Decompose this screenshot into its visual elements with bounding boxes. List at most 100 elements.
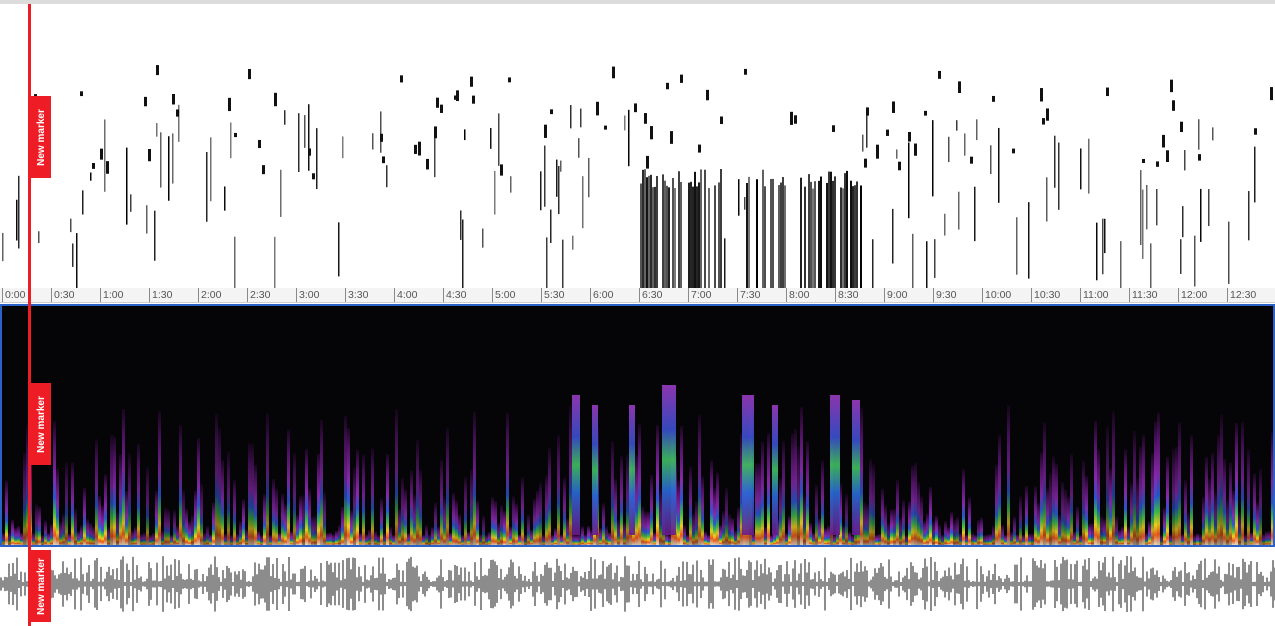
waveform-sample xyxy=(1020,557,1022,611)
waveform-sample xyxy=(816,581,818,587)
spectro-column xyxy=(167,509,170,545)
time-ruler[interactable]: 0:00 0:30 1:00 1:30 2:00 2:30 3:00 3:30 4:00 4:30… xyxy=(0,288,1275,303)
waveform-sample xyxy=(16,557,18,611)
pitch-trace xyxy=(1200,188,1202,242)
waveform-sample xyxy=(1116,581,1118,587)
waveform-sample xyxy=(980,566,982,602)
spectro-column xyxy=(1205,456,1208,545)
waveform-sample xyxy=(1016,564,1018,604)
waveform-sample xyxy=(876,572,878,596)
playhead-marker-line[interactable] xyxy=(28,4,31,626)
waveform-sample xyxy=(196,568,198,600)
waveform-sample xyxy=(768,567,770,601)
waveform-sample xyxy=(916,572,918,596)
waveform-sample xyxy=(240,579,242,589)
time-tick: 1:30 xyxy=(149,288,172,302)
pitch-blob xyxy=(274,92,277,107)
waveform-sample xyxy=(612,579,614,589)
spectro-column xyxy=(407,532,410,545)
waveform-sample xyxy=(456,565,458,603)
waveform-sample xyxy=(266,557,268,611)
spectro-column xyxy=(833,534,836,545)
spectro-column xyxy=(650,475,653,545)
waveform-sample xyxy=(738,557,740,611)
waveform-sample xyxy=(10,576,12,592)
waveform-sample xyxy=(106,571,108,597)
waveform-sample xyxy=(1138,577,1140,591)
pitch-blob xyxy=(1162,134,1165,148)
spectro-column xyxy=(767,433,770,545)
marker-flag[interactable]: New marker xyxy=(31,96,51,178)
waveform-sample xyxy=(1254,581,1256,587)
spectro-column xyxy=(803,496,806,545)
waveform-sample xyxy=(1066,559,1068,609)
marker-flag[interactable]: New marker xyxy=(31,383,51,465)
spectro-column xyxy=(515,503,518,545)
waveform-sample xyxy=(808,562,810,606)
waveform-sample xyxy=(1174,567,1176,601)
waveform-sample xyxy=(96,557,98,611)
pitch-trace xyxy=(650,174,652,288)
waveform-sample xyxy=(516,578,518,590)
spectro-column xyxy=(1175,446,1178,545)
spectro-column xyxy=(920,496,923,545)
pitch-trace xyxy=(2,232,4,262)
waveform-sample xyxy=(278,578,280,590)
spectro-column xyxy=(302,495,305,545)
spectro-column xyxy=(32,532,35,545)
waveform-sample xyxy=(1050,580,1052,588)
time-tick: 6:30 xyxy=(639,288,662,302)
waveform-sample xyxy=(1202,579,1204,589)
waveform-sample xyxy=(854,571,856,597)
marker-flag[interactable]: New marker xyxy=(31,550,51,622)
waveform-sample xyxy=(684,580,686,588)
waveform-panel[interactable] xyxy=(0,548,1275,626)
spectro-column xyxy=(314,515,317,545)
spectro-column xyxy=(542,534,545,545)
waveform-sample xyxy=(660,560,662,608)
waveform-sample xyxy=(320,562,322,606)
marker-label: New marker xyxy=(35,108,47,166)
waveform-sample xyxy=(1190,580,1192,588)
time-tick: 1:00 xyxy=(100,288,123,302)
waveform-sample xyxy=(556,558,558,610)
waveform-sample xyxy=(234,571,236,597)
spectro-column xyxy=(11,519,14,545)
waveform-sample xyxy=(1240,579,1242,589)
pitch-blob xyxy=(308,148,311,156)
waveform-sample xyxy=(496,565,498,603)
spectro-column xyxy=(92,526,95,545)
waveform-sample xyxy=(626,565,628,603)
pitch-blob xyxy=(100,148,103,160)
pitch-blob xyxy=(1042,118,1045,125)
pitch-trace xyxy=(652,187,654,288)
waveform-sample xyxy=(1030,581,1032,587)
waveform-sample xyxy=(1162,575,1164,593)
pitch-trace xyxy=(668,187,670,288)
waveform-sample xyxy=(638,560,640,608)
spectro-column xyxy=(401,478,404,545)
waveform-sample xyxy=(1018,581,1020,587)
waveform-sample xyxy=(466,581,468,587)
pitch-blob xyxy=(612,66,615,79)
waveform-sample xyxy=(112,569,114,599)
pitch-trace xyxy=(1194,235,1196,287)
pitch-trace xyxy=(834,176,836,288)
pitch-blob xyxy=(646,155,649,169)
spectro-column xyxy=(125,491,128,545)
pitch-trace xyxy=(1180,239,1182,274)
waveform-sample xyxy=(542,575,544,593)
waveform-sample xyxy=(860,560,862,608)
waveform-sample xyxy=(666,581,668,587)
pitch-track-panel[interactable] xyxy=(0,4,1275,288)
pitch-blob xyxy=(544,124,547,138)
waveform-sample xyxy=(624,556,626,612)
spectro-column xyxy=(860,407,863,545)
spectro-column xyxy=(329,532,332,545)
waveform-sample xyxy=(314,575,316,593)
spectro-column xyxy=(659,489,662,545)
waveform-sample xyxy=(1100,570,1102,598)
waveform-sample xyxy=(322,580,324,588)
spectrogram-panel[interactable] xyxy=(0,304,1275,547)
waveform-sample xyxy=(920,577,922,591)
